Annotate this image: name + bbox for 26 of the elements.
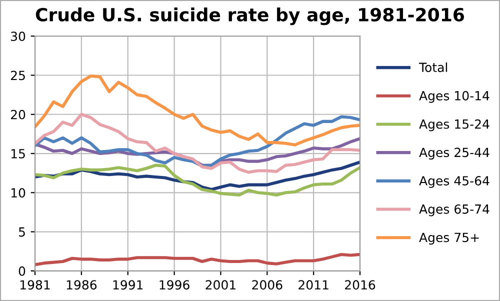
- chart-title: Crude U.S. suicide rate by age, 1981-2016: [36, 8, 464, 26]
- y-tick-label: 15: [11, 149, 25, 158]
- legend-label: Ages 15-24: [419, 119, 490, 132]
- line-series: [35, 252, 360, 266]
- y-tick-label: 30: [11, 32, 26, 42]
- y-tick-label: 0: [18, 266, 26, 276]
- y-tick-label: 25: [10, 70, 25, 80]
- x-tick-label: 2016: [345, 280, 376, 290]
- legend-label: Ages 75+: [419, 232, 479, 245]
- x-tick-label: 2006: [252, 280, 282, 290]
- line-series: [35, 164, 360, 197]
- legend-label: Ages 65-74: [419, 204, 490, 216]
- legend-label: Ages 10-14: [419, 90, 490, 103]
- x-tick-label: 2001: [206, 280, 236, 290]
- legend-label: Total: [418, 62, 448, 72]
- legend-label: Ages 45-64: [419, 176, 490, 188]
- x-tick-label: 2011: [298, 280, 328, 290]
- y-tick-label: 20: [10, 110, 26, 120]
- y-tick-label: 5: [18, 227, 25, 237]
- x-tick-label: 1981: [20, 280, 50, 290]
- x-tick-label: 1986: [66, 280, 97, 290]
- x-tick-label: 1991: [113, 280, 143, 290]
- line-series: [35, 74, 360, 146]
- legend-label: Ages 25-44: [419, 148, 490, 160]
- y-tick-label: 10: [11, 188, 26, 198]
- x-tick-label: 1996: [160, 280, 190, 290]
